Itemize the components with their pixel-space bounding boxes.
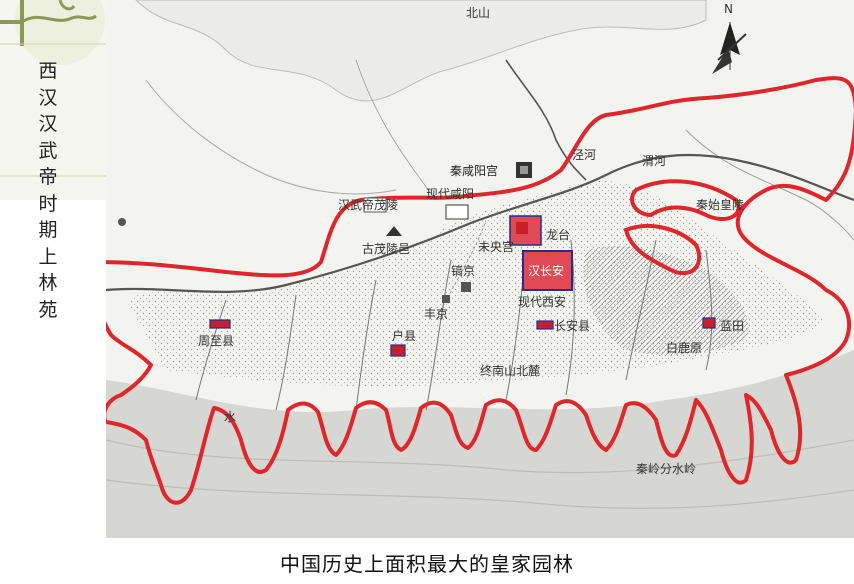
label-zhongnanshan: 终南山北麓 (480, 364, 541, 378)
label-qinshihuangling: 秦始皇陵 (696, 198, 745, 212)
label-qinlingfenshuiling: 秦岭分水岭 (636, 462, 697, 476)
label-gumaolingyi: 古茂陵邑 (362, 242, 411, 256)
shanglin-boundary (106, 76, 854, 505)
label-lantian: 蓝田 (720, 319, 745, 333)
label-fengjing: 丰京 (424, 307, 449, 321)
label-xiandaixian: 现代西安 (518, 295, 567, 309)
gumaoling-icon (386, 226, 402, 236)
label-bailuyuan: 白鹿原 (666, 341, 703, 355)
title-char: 苑 (38, 298, 58, 321)
wei-river (106, 153, 854, 293)
title-char: 帝 (38, 166, 58, 188)
label-huxian: 户县 (392, 329, 417, 343)
jing-river (505, 59, 587, 181)
lantian-marker (702, 317, 716, 329)
changanxian-marker (536, 320, 554, 330)
title-char: 时 (38, 192, 58, 215)
changan-marker (522, 250, 573, 291)
label-jinghe: 泾河 (572, 148, 597, 162)
shanglin-park-map: 北山 N 秦咸阳宫 泾河 渭河 现代咸阳 汉武帝茂陵 古茂陵邑 秦始皇陵 龙台 … (106, 0, 854, 538)
dot-marker (118, 218, 126, 226)
maoling-box (363, 197, 387, 213)
label-changanxian: 长安县 (554, 319, 591, 333)
title-char: 上 (38, 245, 58, 268)
label-hanwudi-maoling: 汉武帝茂陵 (338, 198, 399, 212)
slide-caption: 中国历史上面积最大的皇家园林 (280, 552, 574, 576)
label-changan: 汉长安 (528, 264, 565, 278)
qinling-mountains (106, 350, 854, 538)
huxian-marker (390, 344, 406, 357)
fengjing-marker (461, 282, 471, 292)
title-char: 武 (38, 139, 58, 162)
title-char: 西 (38, 60, 58, 82)
xiandaixianyang-box (445, 204, 469, 220)
title-char: 汉 (38, 86, 58, 109)
label-jiangjing: 镐京 (451, 264, 476, 278)
zhouxian-marker (209, 319, 231, 329)
label-zhouxian: 周至县 (198, 334, 235, 348)
vertical-title: 西 汉 汉 武 帝 时 期 上 林 苑 (28, 58, 68, 323)
map-drawing (106, 0, 854, 538)
title-char: 期 (38, 219, 58, 241)
title-char: 林 (38, 272, 58, 294)
label-xiandaixianyang: 现代咸阳 (426, 187, 475, 201)
label-longtai: 龙台 (546, 228, 571, 242)
title-char: 汉 (38, 113, 58, 135)
north-arrow (712, 22, 747, 74)
label-weihe: 渭河 (642, 154, 667, 168)
label-qinxianyanggong: 秦咸阳宫 (450, 164, 499, 178)
label-shui: 水 (224, 410, 237, 424)
jiangjing-marker (442, 295, 450, 303)
north-label: N (724, 2, 733, 16)
label-weiyanggong: 未央宫 (478, 240, 515, 254)
label-beishan: 北山 (466, 6, 491, 20)
